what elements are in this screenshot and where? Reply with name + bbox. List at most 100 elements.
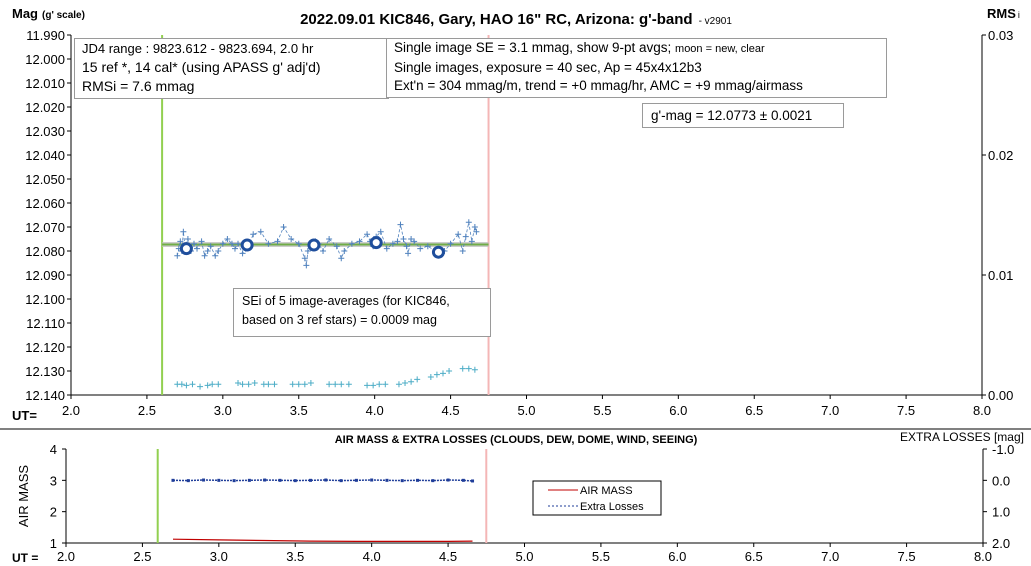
rms-point (364, 382, 371, 389)
single-image-point (304, 248, 311, 254)
bottom-x-tick-label: 7.0 (821, 549, 839, 564)
extra-losses-point (431, 479, 435, 483)
single-image-point (333, 243, 340, 250)
single-image-point (473, 228, 480, 235)
single-image-point (455, 231, 462, 238)
rms-point (235, 380, 242, 386)
single-image-point (364, 231, 371, 238)
y-tick-label: 12.120 (25, 340, 65, 355)
bottom-y-tick-label: 2 (50, 505, 57, 520)
air-mass-chart: AIR MASS & EXTRA LOSSES (CLOUDS, DEW, DO… (12, 430, 1024, 565)
x-tick-label: 7.0 (821, 403, 839, 418)
extinction-text: Ext'n = 304 mmag/m, trend = +0 mmag/hr, … (394, 78, 803, 93)
single-image-point (212, 252, 219, 259)
rms-point (326, 381, 333, 388)
y-tick-label: 12.040 (25, 148, 65, 163)
extra-losses-point (400, 479, 404, 483)
extra-losses-point (202, 478, 206, 482)
rms-point (446, 368, 453, 374)
sei-text-line1: SEi of 5 image-averages (for KIC846, (242, 294, 450, 308)
bottom-x-axis-label: UT = (12, 551, 38, 565)
rms-point (408, 378, 415, 385)
rms-point (427, 374, 434, 380)
left-axis-label: Mag (g' scale) (12, 6, 85, 21)
bottom-x-tick-label: 3.5 (286, 549, 304, 564)
single-image-point (341, 248, 348, 254)
single-image-point (265, 240, 272, 247)
single-image-point (417, 245, 424, 252)
right-y-tick-label: 0.03 (988, 28, 1013, 43)
single-image-point (257, 228, 264, 235)
bottom-legend: AIR MASS Extra Losses (532, 480, 662, 516)
x-tick-label: 5.0 (517, 403, 535, 418)
rms-point (459, 365, 466, 372)
x-tick-label: 3.5 (290, 403, 308, 418)
y-tick-label: 12.010 (25, 76, 65, 91)
single-image-point (198, 238, 205, 245)
x-tick-label: 8.0 (973, 403, 991, 418)
single-image-point (462, 233, 469, 240)
y-tick-label: 12.020 (25, 100, 65, 115)
extra-losses-point (171, 478, 175, 482)
single-image-point (194, 245, 201, 252)
bottom-chart-title: AIR MASS & EXTRA LOSSES (CLOUDS, DEW, DO… (335, 434, 698, 446)
y-tick-label: 11.990 (26, 28, 65, 43)
bottom-x-tick-label: 2.0 (57, 549, 75, 564)
single-image-point (394, 238, 401, 245)
single-image-point (184, 236, 191, 242)
rms-point (376, 381, 383, 388)
jd-range-text: JD4 range : 9823.612 - 9823.694, 2.0 hr (82, 41, 314, 56)
y-tick-label: 12.060 (25, 196, 65, 211)
se-text: Single image SE = 3.1 mmag, show 9-pt av… (394, 40, 765, 55)
single-image-point (320, 248, 327, 254)
single-image-point (231, 245, 238, 252)
y-tick-label: 12.070 (25, 220, 65, 235)
single-image-point (408, 236, 415, 242)
x-tick-label: 6.0 (669, 403, 687, 418)
bottom-plot-area: 1 2 3 4 -1.0 0.0 1.0 2.0 2.0 2.5 3.0 3.5 4.0 4.5 5.0 5.… (50, 442, 1015, 564)
rms-point (295, 381, 302, 388)
single-image-point (235, 240, 242, 247)
y-tick-label: 12.080 (25, 244, 65, 259)
rms-point (204, 382, 211, 389)
single-image-point (424, 243, 431, 250)
sei-box: SEi of 5 image-averages (for KIC846, bas… (233, 288, 491, 337)
rms-point (414, 376, 421, 383)
single-image-point (288, 236, 295, 242)
bottom-right-y-tick-label: -1.0 (992, 442, 1014, 457)
bottom-y-tick-label: 4 (50, 442, 57, 457)
rms-point (209, 381, 216, 388)
single-image-point (405, 250, 412, 257)
single-image-point (215, 248, 222, 254)
single-image-point (459, 248, 466, 254)
bottom-x-tick-label: 5.5 (592, 549, 610, 564)
y-tick-label: 12.030 (25, 124, 65, 139)
plot-area: 11.990 12.000 12.010 12.020 12.030 12.040 12.0… (25, 28, 1013, 418)
bottom-x-tick-label: 4.0 (363, 549, 381, 564)
extra-losses-point (309, 478, 313, 482)
bottom-y-tick-label: 1 (50, 536, 57, 551)
average-point (240, 238, 254, 252)
bottom-left-axis-label: AIR MASS (16, 465, 31, 527)
bottom-right-y-tick-label: 2.0 (992, 536, 1010, 551)
extra-losses-point (354, 478, 358, 482)
rms-point (251, 380, 258, 386)
right-y-tick-label: 0.01 (988, 268, 1013, 283)
single-image-point (377, 228, 384, 235)
rms-point (265, 381, 272, 388)
bottom-y-tick-label: 3 (50, 473, 57, 488)
jd-info-box: JD4 range : 9823.612 - 9823.694, 2.0 hr … (74, 38, 389, 99)
rms-point (245, 381, 252, 388)
legend-airmass-label: AIR MASS (580, 485, 633, 497)
rms-point (197, 383, 204, 390)
single-image-point (250, 231, 257, 238)
extra-losses-point (232, 479, 236, 483)
gmag-text: g'-mag = 12.0773 ± 0.0021 (651, 108, 813, 123)
x-tick-label: 2.5 (138, 403, 156, 418)
single-image-point (468, 238, 475, 245)
single-image-point (295, 240, 302, 247)
single-image-point (397, 221, 404, 228)
y-tick-label: 12.140 (25, 388, 65, 403)
x-tick-label: 5.5 (593, 403, 611, 418)
